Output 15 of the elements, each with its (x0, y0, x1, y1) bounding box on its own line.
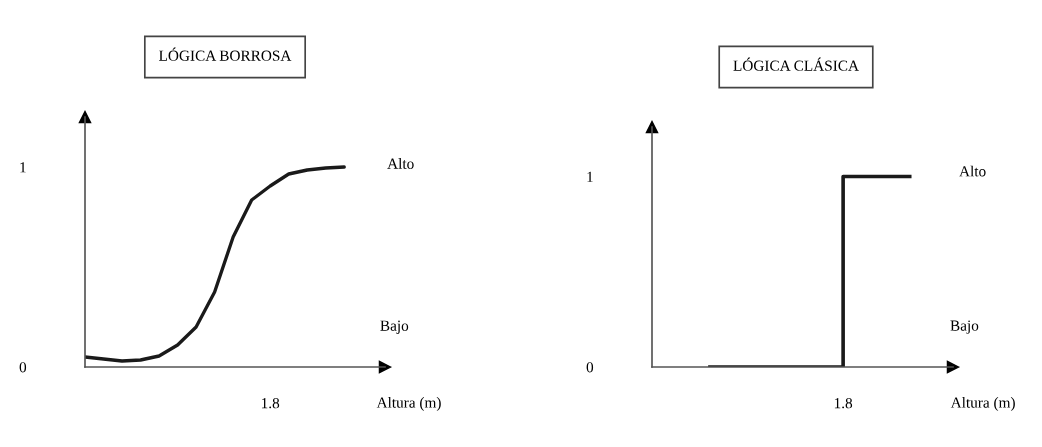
x-tick-label: 1.8 (261, 398, 280, 409)
annotation: Bajo (950, 320, 979, 334)
y-tick-label: 0 (19, 362, 27, 373)
y-tick-label: 0 (586, 362, 594, 373)
text: Alto (387, 158, 414, 169)
x-axis-title: Altura (m) (950, 397, 1015, 411)
x-axis-title: Altura (m) (376, 397, 441, 411)
text: Alto (959, 165, 986, 177)
annotation: Bajo (380, 320, 409, 334)
y-tick-label: 1 (20, 162, 26, 173)
line-series (85, 165, 346, 363)
y-tick-label: 1 (587, 171, 593, 182)
chart-title: LÓGICA CLÁSICA (733, 57, 859, 71)
x-tick-label: 1.8 (834, 398, 853, 409)
chart-title: LÓGICA BORROSA (159, 47, 292, 61)
